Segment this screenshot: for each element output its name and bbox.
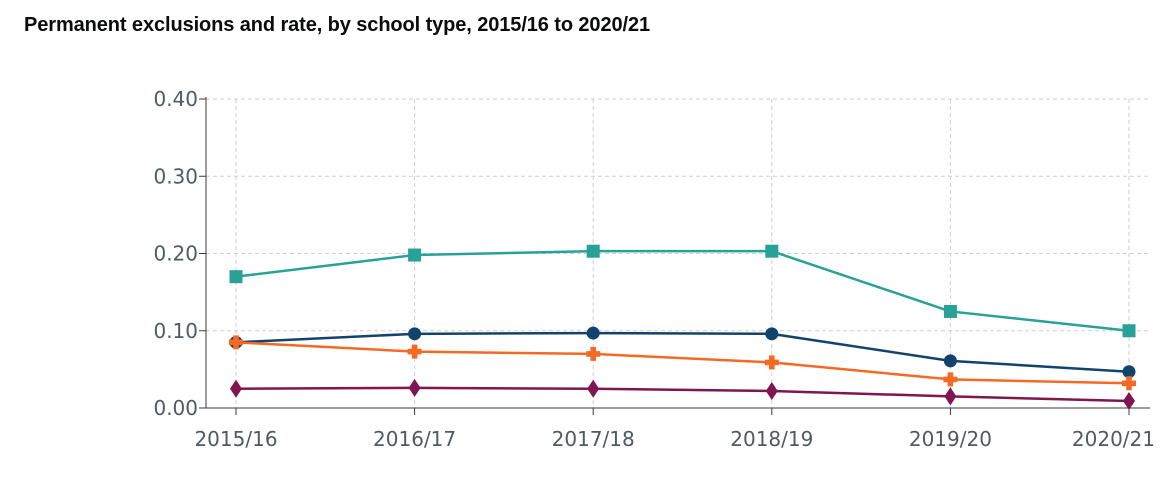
diamond-marker [230,379,242,398]
series-line [235,331,1130,373]
circle-marker [943,354,957,368]
x-tick-label: 2017/18 [552,427,635,451]
x-tick-label: 2016/17 [373,427,456,451]
series-4 [230,378,1135,411]
diamond-marker [944,387,957,406]
x-tick-label: 2020/21 [1072,427,1155,451]
square-marker [1122,324,1136,338]
series-3 [229,335,1136,391]
series-line [235,249,1130,332]
y-tick-label: 0.20 [153,242,198,266]
cross-marker [586,346,601,361]
cross-marker [764,355,779,370]
series-1 [229,244,1136,338]
square-marker [586,244,600,258]
grid-lines [206,98,1150,408]
circle-marker [1122,365,1136,379]
series-line [235,386,1130,403]
cross-marker [407,344,422,359]
cross-marker [943,372,958,387]
x-tick-label: 2015/16 [194,427,277,451]
x-tick-label: 2018/19 [730,427,813,451]
y-tick-label: 0.00 [153,396,198,420]
y-tick-label: 0.10 [153,319,198,343]
diamond-marker [408,378,421,397]
y-tick-label: 0.30 [153,164,198,188]
series-2 [229,326,1136,379]
x-tick-label: 2019/20 [909,427,992,451]
circle-marker [586,326,600,340]
x-axis-ticks: 2015/16 2016/17 2017/18 2018/19 2019/20 2020/… [194,408,1155,451]
diamond-marker [587,379,600,398]
y-tick-label: 0.40 [153,87,198,111]
y-axis-ticks: 0.00 0.10 0.20 0.30 0.40 [153,87,206,420]
square-marker [408,248,422,262]
square-marker [765,244,779,258]
cross-marker [1122,376,1136,391]
square-marker [229,270,243,284]
circle-marker [765,327,779,341]
data-series [229,244,1136,411]
circle-marker [408,327,422,341]
series-line [235,341,1130,385]
square-marker [943,304,957,318]
diamond-marker [1123,392,1135,411]
cross-marker [229,335,243,350]
diamond-marker [765,382,778,401]
chart-title: Permanent exclusions and rate, by school… [24,14,651,36]
axes [205,97,1150,409]
